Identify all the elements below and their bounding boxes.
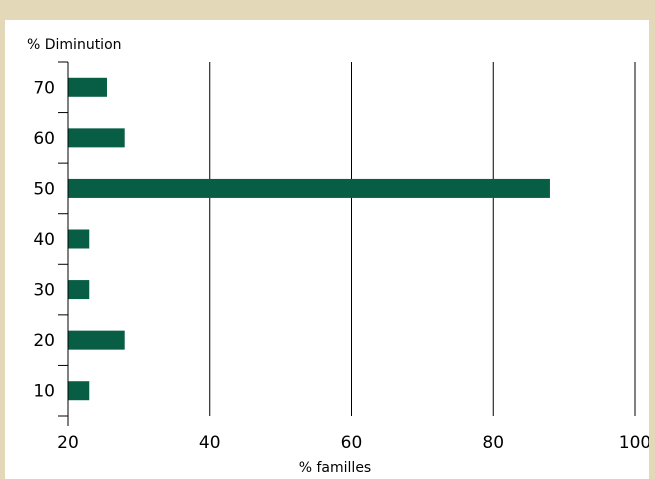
x-tick-label-40: 40	[199, 433, 221, 453]
y-tick-label-60: 60	[33, 129, 55, 149]
y-tick-label-40: 40	[33, 230, 55, 250]
bar-20	[68, 330, 125, 350]
bars	[68, 77, 550, 401]
y-tick-label-10: 10	[33, 382, 55, 402]
y-tick-label-20: 20	[33, 331, 55, 351]
x-tick-label-20: 20	[57, 433, 79, 453]
y-axis-title: % Diminution	[27, 37, 122, 53]
y-tick-label-50: 50	[33, 179, 55, 199]
y-tick-label-70: 70	[33, 78, 55, 98]
bar-60	[68, 128, 125, 148]
bar-40	[68, 229, 90, 249]
x-tick-labels: 20 40 60 80 100	[57, 433, 649, 453]
bar-70	[68, 77, 107, 97]
bar-10	[68, 381, 90, 401]
y-tick-label-30: 30	[33, 281, 55, 301]
gridlines	[209, 62, 636, 416]
x-tick-label-100: 100	[619, 433, 649, 453]
chart-panel: % Diminution 10 20 30 40 50 60 70 20 40 60 80 100 …	[5, 20, 649, 479]
bar-30	[68, 280, 90, 300]
bar-50	[68, 178, 550, 198]
x-axis-title: % familles	[299, 460, 371, 476]
x-tick-label-80: 80	[482, 433, 504, 453]
axes	[58, 61, 69, 426]
x-tick-label-60: 60	[341, 433, 363, 453]
y-tick-labels: 10 20 30 40 50 60 70	[33, 78, 55, 401]
